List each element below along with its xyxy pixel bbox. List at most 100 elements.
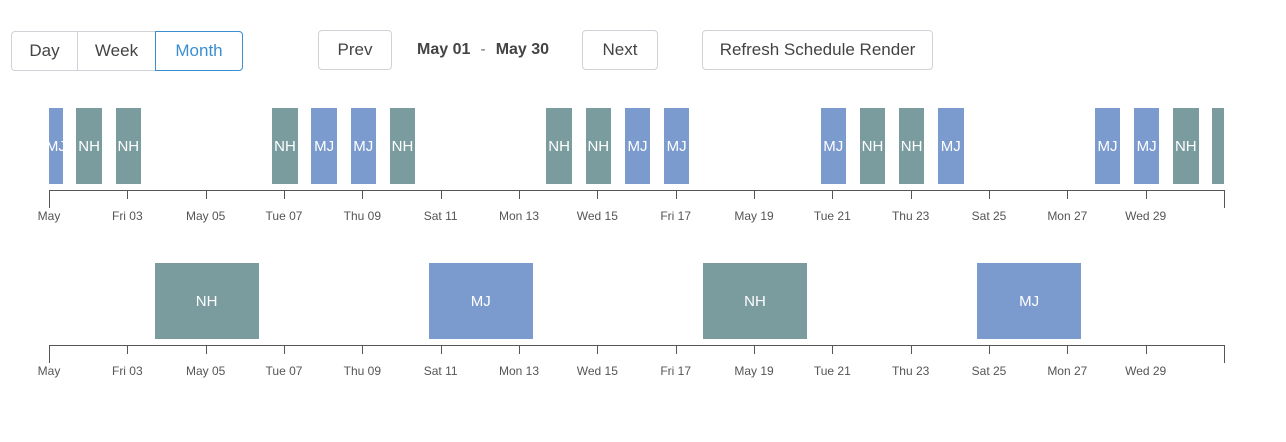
- axis-tick: [832, 190, 834, 199]
- shift-block[interactable]: MJ: [428, 263, 533, 339]
- axis-tick-label: Wed 29: [1125, 364, 1167, 378]
- axis-tick-label: Sat 25: [971, 209, 1007, 223]
- axis-tick: [127, 345, 129, 354]
- shift-label: NH: [274, 137, 296, 155]
- shift-block[interactable]: NH: [389, 108, 416, 184]
- shift-block[interactable]: MJ: [663, 108, 690, 184]
- shift-label: NH: [391, 137, 414, 155]
- axis-tick-label: May 05: [185, 364, 226, 378]
- axis-tick: [754, 190, 755, 199]
- axis-tick-label: May: [37, 364, 61, 378]
- refresh-schedule-button[interactable]: Refresh Schedule Render: [702, 30, 933, 70]
- shift-block[interactable]: NH: [76, 108, 102, 184]
- day-view-button[interactable]: Day: [11, 31, 78, 71]
- shift-block[interactable]: MJ: [938, 108, 964, 184]
- shift-block[interactable]: MJ: [977, 263, 1082, 339]
- axis-tick-label: Sat 11: [423, 209, 458, 223]
- shift-block[interactable]: MJ: [1094, 108, 1121, 184]
- shift-label: MJ: [1019, 292, 1040, 310]
- shift-label: NH: [117, 137, 140, 155]
- axis-tick-label: Thu 09: [343, 209, 382, 223]
- axis-tick: [205, 190, 207, 199]
- axis-tick: [362, 345, 364, 354]
- axis-tick-label: Mon 27: [1047, 209, 1088, 223]
- axis-tick: [440, 345, 442, 354]
- axis-tick-label: Sat 25: [971, 364, 1007, 378]
- axis-tick-label: Thu 23: [891, 364, 930, 378]
- axis-tick: [284, 345, 285, 354]
- axis-tick-label: Sat 11: [423, 364, 458, 378]
- shift-block[interactable]: NH: [546, 108, 572, 184]
- shift-block[interactable]: NH: [585, 108, 612, 184]
- axis-tick-label: Thu 23: [891, 209, 930, 223]
- week-view-button[interactable]: Week: [77, 31, 156, 71]
- shift-label: MJ: [627, 137, 648, 155]
- axis-tick-label: May 19: [734, 364, 774, 378]
- shift-label: MJ: [666, 137, 687, 155]
- axis-tick-label: Fri 17: [660, 209, 691, 223]
- shift-block[interactable]: MJ: [1133, 108, 1160, 184]
- axis-tick: [1145, 345, 1147, 354]
- shift-block[interactable]: MJ: [820, 108, 847, 184]
- axis-tick: [832, 345, 834, 354]
- shift-block[interactable]: NH: [859, 108, 886, 184]
- axis-tick: [989, 345, 990, 354]
- schedule-timeline-weekly: NH MJ NH MJ May Fri 03 May 05 Tue 07 Thu 09 Sat 1…: [0, 255, 1286, 385]
- range-end: May 30: [495, 41, 550, 58]
- axis-tick-label: Tue 21: [813, 364, 851, 378]
- shift-block[interactable]: NH: [1173, 108, 1199, 184]
- shift-block[interactable]: MJ: [350, 108, 377, 184]
- axis-end-cap: [1224, 190, 1225, 208]
- axis-tick: [1145, 190, 1147, 199]
- shift-block[interactable]: MJ: [49, 108, 63, 184]
- axis-tick-label: May 05: [185, 209, 226, 223]
- shift-block[interactable]: NH: [898, 108, 925, 184]
- axis-tick-label: Fri 03: [111, 364, 143, 378]
- schedule-timeline-daily: MJ NH NH NH MJ MJ NH NH NH MJ MJ MJ NH NH MJ MJ MJ NH May F…: [0, 100, 1286, 230]
- axis-tick-label: Tue 21: [813, 209, 851, 223]
- axis-tick-label: May 19: [734, 209, 774, 223]
- axis-tick-label: Mon 13: [498, 209, 540, 223]
- shift-label: MJ: [823, 137, 844, 155]
- shift-label: NH: [587, 137, 610, 155]
- shift-label: NH: [195, 292, 218, 310]
- timeline-axis: [49, 345, 1224, 346]
- shift-block[interactable]: NH: [115, 108, 142, 184]
- axis-end-cap: [1224, 345, 1225, 363]
- prev-button[interactable]: Prev: [318, 30, 392, 70]
- shift-block[interactable]: NH: [154, 263, 259, 339]
- axis-tick-label: Thu 09: [343, 364, 382, 378]
- axis-tick: [1067, 190, 1069, 199]
- shift-label: MJ: [353, 137, 374, 155]
- shift-block[interactable]: NH: [703, 263, 807, 339]
- axis-tick-label: Wed 15: [576, 209, 618, 223]
- axis-tick: [989, 190, 990, 199]
- shift-label: NH: [1174, 137, 1197, 155]
- axis-tick: [284, 190, 285, 199]
- axis-tick: [597, 190, 599, 199]
- axis-tick: [205, 345, 207, 354]
- shift-label: NH: [900, 137, 923, 155]
- axis-tick: [519, 345, 520, 354]
- shift-label: NH: [744, 292, 766, 310]
- date-range: May 01- May 30: [417, 41, 549, 59]
- axis-tick-label: Fri 03: [111, 209, 143, 223]
- shift-block[interactable]: MJ: [624, 108, 651, 184]
- shift-block[interactable]: MJ: [311, 108, 337, 184]
- axis-tick: [910, 345, 912, 354]
- axis-tick: [362, 190, 364, 199]
- axis-tick-label: Wed 15: [576, 364, 618, 378]
- axis-tick-label: Mon 13: [498, 364, 540, 378]
- axis-tick: [910, 190, 912, 199]
- timeline-axis: [49, 190, 1224, 191]
- next-button[interactable]: Next: [582, 30, 658, 70]
- range-separator: -: [480, 41, 486, 58]
- axis-tick-label: Tue 07: [265, 364, 303, 378]
- axis-tick: [1067, 345, 1069, 354]
- shift-label: MJ: [940, 137, 961, 155]
- month-view-button[interactable]: Month: [155, 31, 243, 71]
- shift-block[interactable]: NH: [272, 108, 298, 184]
- shift-label: MJ: [470, 292, 491, 310]
- shift-label: MJ: [314, 137, 335, 155]
- shift-block[interactable]: [1212, 108, 1224, 184]
